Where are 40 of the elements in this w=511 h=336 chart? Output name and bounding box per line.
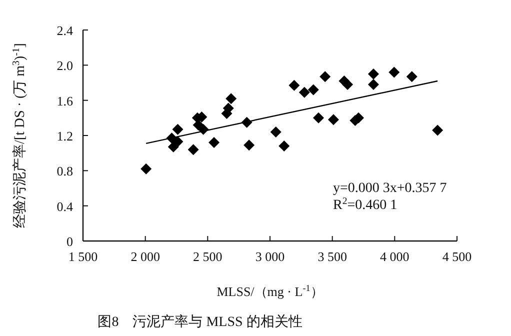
point: [308, 84, 319, 96]
point: [208, 137, 220, 148]
point: [432, 124, 444, 136]
point: [288, 80, 300, 91]
point: [172, 136, 184, 148]
point: [168, 141, 179, 152]
point: [278, 140, 290, 152]
point: [342, 79, 354, 90]
point: [270, 126, 282, 138]
point: [188, 144, 199, 156]
y-tick-label: 0: [66, 234, 73, 249]
y-tick-label: 0.8: [56, 164, 73, 179]
point: [388, 66, 400, 78]
text: 图8 污泥产率与 MLSS 的相关性: [98, 314, 302, 330]
x-tick-label: 1 500: [68, 249, 98, 264]
point: [328, 114, 339, 126]
point: [368, 68, 379, 80]
point: [244, 140, 255, 151]
annotation: R$^{2}$=0.460 1: [333, 196, 398, 213]
point: [320, 71, 331, 82]
y-tick-label: 2.4: [56, 23, 74, 38]
y-tick-label: 1.2: [56, 128, 73, 144]
annotation: y=0.000 3x+0.357 7: [333, 181, 447, 196]
x-tick-label: 2 000: [130, 249, 160, 264]
point: [226, 93, 237, 104]
point: [312, 112, 324, 124]
point: [298, 86, 310, 98]
point: [406, 71, 418, 82]
x-axis-title: MLSS/（mg · L$^{-1}$）: [216, 283, 324, 299]
y-tick-label: 1.6: [56, 93, 74, 108]
x-tick-label: 4 000: [380, 249, 410, 264]
x-tick-label: 3 500: [318, 249, 347, 264]
point: [368, 79, 379, 90]
point: [140, 163, 152, 174]
y-tick-label: 0.4: [56, 198, 74, 214]
x-tick-label: 4 500: [442, 249, 472, 264]
x-tick-label: 3 000: [255, 249, 285, 264]
point: [172, 124, 184, 135]
x-tick-label: 2 500: [193, 249, 222, 264]
y-tick-label: 2.0: [56, 58, 73, 74]
